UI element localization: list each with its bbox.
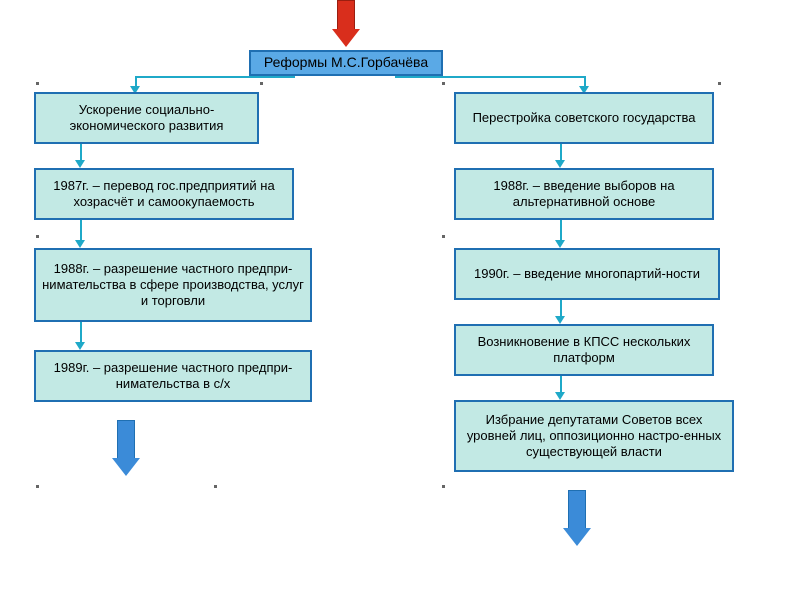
dot-2 bbox=[260, 82, 263, 85]
right-item-3-label: Возникновение в КПСС нескольких платформ bbox=[462, 334, 706, 367]
right-item-2: 1990г. – введение многопартий-ности bbox=[454, 248, 720, 300]
right-item-4: Избрание депутатами Советов всех уровней… bbox=[454, 400, 734, 472]
left-header-label: Ускорение социально-экономического разви… bbox=[42, 102, 251, 135]
right-item-3: Возникновение в КПСС нескольких платформ bbox=[454, 324, 714, 376]
conn-l2-head bbox=[75, 240, 85, 248]
dot-1 bbox=[36, 82, 39, 85]
dot-7 bbox=[36, 485, 39, 488]
dot-4 bbox=[718, 82, 721, 85]
right-item-4-label: Избрание депутатами Советов всех уровней… bbox=[462, 412, 726, 461]
right-item-1: 1988г. – введение выборов на альтернатив… bbox=[454, 168, 714, 220]
dot-8 bbox=[214, 485, 217, 488]
conn-r1-head bbox=[555, 160, 565, 168]
conn-title-right-h bbox=[395, 76, 585, 78]
left-item-2: 1988г. – разрешение частного предпри-ним… bbox=[34, 248, 312, 322]
dot-6 bbox=[442, 235, 445, 238]
top-arrow-head bbox=[332, 29, 360, 47]
dot-3 bbox=[442, 82, 445, 85]
right-header-label: Перестройка советского государства bbox=[473, 110, 696, 126]
left-item-1-label: 1987г. – перевод гос.предприятий на хозр… bbox=[42, 178, 286, 211]
left-item-3: 1989г. – разрешение частного предпри-ним… bbox=[34, 350, 312, 402]
left-item-1: 1987г. – перевод гос.предприятий на хозр… bbox=[34, 168, 294, 220]
left-item-2-label: 1988г. – разрешение частного предпри-ним… bbox=[42, 261, 304, 310]
top-arrow-body bbox=[337, 0, 355, 30]
conn-r4-head bbox=[555, 392, 565, 400]
conn-r2 bbox=[560, 220, 562, 242]
bottom-arrow-left-body bbox=[117, 420, 135, 460]
right-item-1-label: 1988г. – введение выборов на альтернатив… bbox=[462, 178, 706, 211]
conn-l2 bbox=[80, 220, 82, 242]
bottom-arrow-right-body bbox=[568, 490, 586, 530]
conn-l3 bbox=[80, 322, 82, 344]
right-item-2-label: 1990г. – введение многопартий-ности bbox=[474, 266, 700, 282]
dot-5 bbox=[36, 235, 39, 238]
bottom-arrow-right-head bbox=[563, 528, 591, 546]
right-header-box: Перестройка советского государства bbox=[454, 92, 714, 144]
left-item-3-label: 1989г. – разрешение частного предпри-ним… bbox=[42, 360, 304, 393]
conn-title-left-h bbox=[135, 76, 295, 78]
conn-r3-head bbox=[555, 316, 565, 324]
conn-r2-head bbox=[555, 240, 565, 248]
left-header-box: Ускорение социально-экономического разви… bbox=[34, 92, 259, 144]
conn-l1-head bbox=[75, 160, 85, 168]
dot-9 bbox=[442, 485, 445, 488]
title-label: Реформы М.С.Горбачёва bbox=[264, 54, 428, 72]
title-box: Реформы М.С.Горбачёва bbox=[249, 50, 443, 76]
conn-l3-head bbox=[75, 342, 85, 350]
bottom-arrow-left-head bbox=[112, 458, 140, 476]
